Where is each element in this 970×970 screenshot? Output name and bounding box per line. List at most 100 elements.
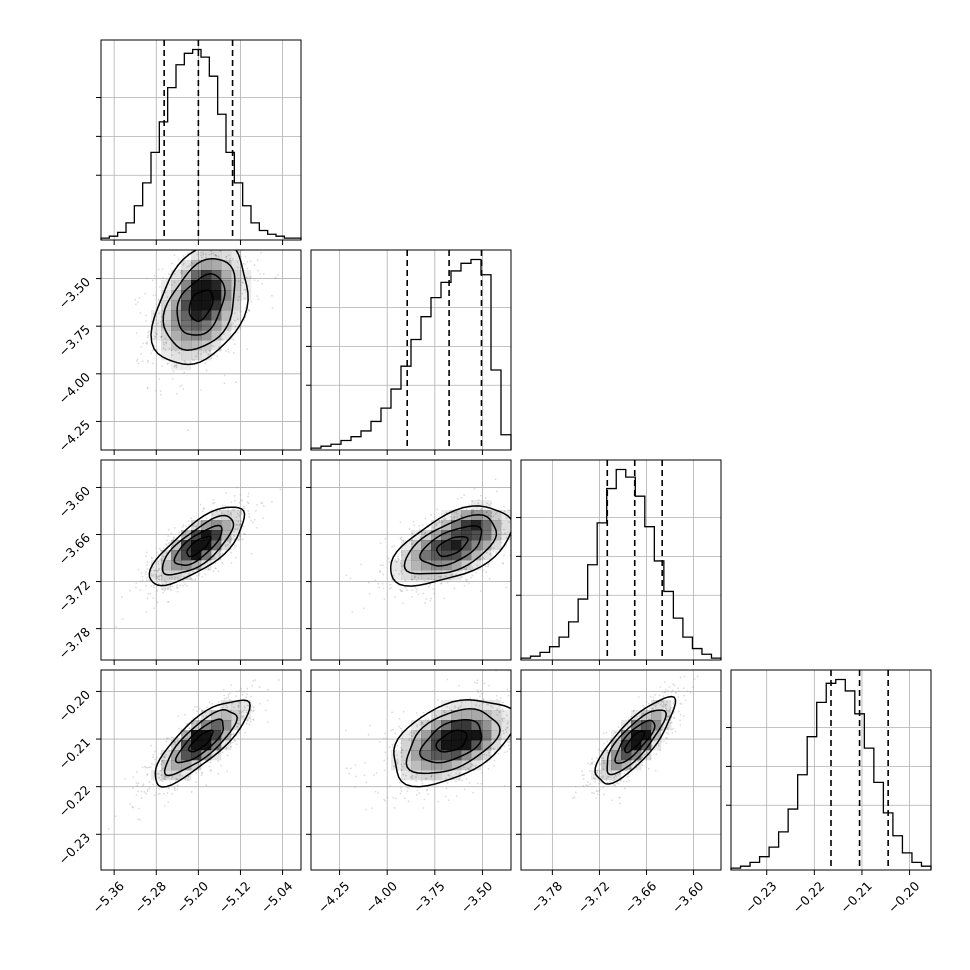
density-2-1-point (492, 515, 495, 518)
density-1-0-cell (201, 320, 212, 331)
density-3-1-point (470, 764, 473, 766)
density-2-0-point (217, 570, 220, 573)
density-2-1-point (396, 560, 398, 563)
density-3-2-point (641, 756, 644, 759)
density-3-0-point (149, 766, 152, 769)
density-2-0-contour-1 (173, 524, 223, 566)
density-3-1-point (367, 733, 370, 736)
density-3-0-point (161, 760, 163, 763)
density-2-0-point (226, 510, 229, 513)
density-2-1-point (443, 597, 446, 600)
density-3-0-point (237, 704, 240, 707)
density-3-1-point (492, 747, 495, 750)
density-1-0-cell (201, 330, 212, 341)
density-2-0-point (155, 577, 157, 580)
y-tick-label-p2-1: −3.72 (55, 577, 93, 615)
density-3-0-point (237, 722, 239, 725)
density-2-0-point (152, 607, 155, 610)
density-2-1-point (530, 508, 532, 510)
density-1-0-point (215, 254, 218, 257)
density-3-1-cell (461, 710, 472, 721)
density-2-0-point (186, 585, 189, 587)
density-1-0-cell (231, 290, 242, 301)
density-3-2-point (613, 776, 616, 779)
density-3-1-point (390, 729, 393, 732)
density-2-0-cell (221, 540, 232, 551)
density-3-0-point (208, 765, 211, 768)
density-3-1-point (430, 774, 433, 777)
density-2-1-point (480, 494, 482, 497)
density-3-1-point (383, 769, 386, 772)
density-2-0-point (159, 574, 161, 577)
density-1-0-cell (201, 280, 212, 291)
density-3-1-cell (451, 720, 462, 731)
density-3-0-cell (211, 740, 222, 751)
density-1-0-point (140, 345, 143, 348)
density-1-0-cell (231, 310, 242, 321)
density-3-2-point (654, 769, 657, 772)
density-3-1-point (508, 748, 511, 750)
density-2-1-point (400, 565, 403, 567)
density-2-1-point (406, 589, 408, 592)
density-3-1-point (487, 751, 490, 754)
density-3-2-point (623, 769, 625, 772)
density-1-0-point (211, 243, 213, 245)
density-1-0-cell (231, 270, 242, 281)
density-3-1-point (416, 724, 419, 727)
density-2-1-cell (441, 550, 452, 561)
density-1-0-point (162, 341, 165, 344)
density-2-1-point (495, 490, 498, 493)
density-1-0-point (171, 262, 173, 265)
density-2-0-cell (221, 520, 232, 531)
density-3-1-point (467, 768, 470, 771)
density-2-0-point (145, 579, 148, 582)
density-2-1-point (413, 576, 416, 579)
density-1-0-point (257, 298, 260, 301)
density-1-0-point (200, 388, 203, 391)
density-1-0-point (140, 353, 143, 356)
density-3-1-point (400, 751, 403, 754)
density-3-0-point (165, 737, 168, 740)
density-2-1-point (526, 512, 528, 514)
density-3-1-point (393, 765, 396, 768)
density-2-1-point (416, 579, 418, 582)
density-3-1-point (511, 733, 513, 735)
density-1-0-point (160, 323, 163, 326)
density-2-0-point (115, 625, 118, 628)
density-2-1-cell (451, 510, 462, 521)
density-2-0-point (188, 573, 191, 575)
density-2-0-point (231, 508, 234, 511)
density-1-0-point (219, 348, 222, 351)
density-3-0-cell (211, 750, 222, 761)
density-3-1-point (403, 763, 406, 766)
density-2-1-point (434, 524, 437, 526)
density-3-1-contour-0 (435, 729, 468, 753)
density-3-0-point (136, 784, 139, 787)
density-3-2-point (582, 777, 585, 780)
density-3-0-point (244, 707, 246, 709)
density-1-0-point (259, 272, 262, 275)
density-2-0-point (163, 589, 166, 592)
density-1-0-point (225, 255, 228, 258)
density-2-1-point (503, 510, 506, 513)
density-3-2-point (602, 775, 605, 778)
density-3-2-point (670, 728, 673, 731)
density-3-2-cell (611, 770, 622, 781)
density-1-0-point (219, 250, 222, 252)
density-3-2-point (664, 691, 667, 693)
density-panel-3-1 (306, 670, 513, 875)
density-2-0-point (214, 557, 216, 560)
density-1-0-point (236, 266, 239, 269)
density-3-2-point (641, 756, 644, 759)
density-3-0-point (243, 701, 246, 703)
density-3-0-point (171, 776, 174, 779)
density-1-0-point (271, 307, 274, 309)
density-1-0-point (134, 298, 137, 301)
density-3-1-cell (491, 740, 502, 751)
density-1-0-point (162, 277, 164, 279)
density-1-0-point (195, 355, 197, 358)
density-1-0-point (213, 353, 216, 356)
density-3-1-point (426, 789, 428, 791)
density-2-1-point (424, 601, 426, 604)
density-2-0-point (135, 582, 138, 585)
